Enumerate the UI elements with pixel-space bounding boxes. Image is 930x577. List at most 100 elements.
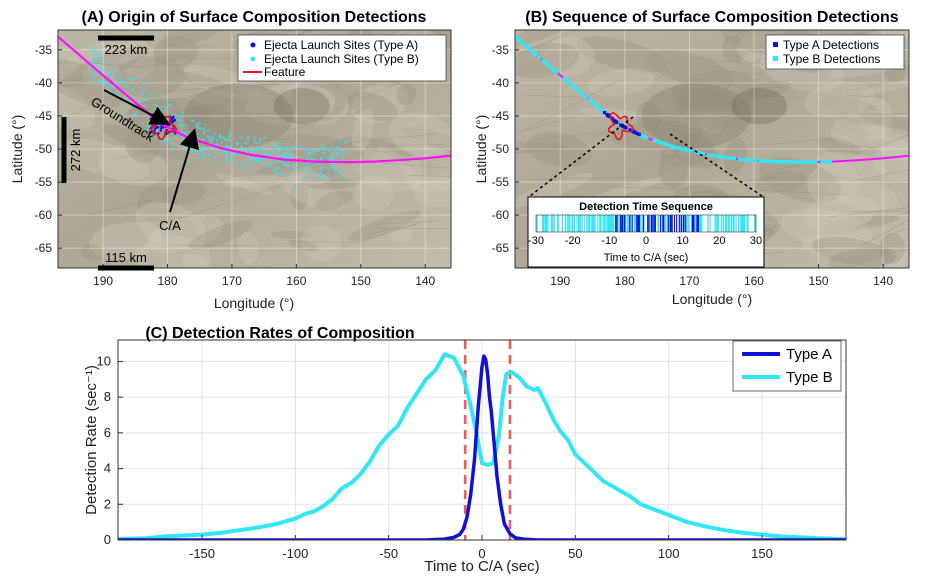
panel-a-ca-arrow (169, 128, 199, 213)
ejecta-type-b-point (292, 145, 295, 148)
terrain-patch (873, 144, 909, 182)
terrain-lineament (850, 169, 909, 183)
ejecta-type-b-point (221, 136, 225, 139)
panel-b-ylabel: Latitude (°) (473, 115, 489, 184)
terrain-patch (697, 112, 723, 135)
ejecta-type-b-point (229, 133, 232, 136)
terrain-patch (723, 138, 748, 175)
terrain-lineament (287, 240, 356, 243)
ejecta-type-b-point (122, 111, 125, 114)
ejecta-type-b-point (251, 158, 254, 161)
ejecta-type-b-point (185, 125, 188, 128)
x-tick-label: 140 (415, 274, 435, 288)
terrain-lineament (517, 78, 622, 135)
terrain-lineament (275, 30, 296, 37)
ejecta-type-b-point (118, 102, 121, 105)
ejecta-type-b-point (327, 167, 330, 170)
terrain-patch (291, 78, 347, 121)
ejecta-type-b-point (235, 148, 238, 151)
terrain-patch (804, 81, 875, 118)
ejecta-type-b-point (220, 152, 224, 155)
terrain-lineament (829, 207, 909, 218)
ejecta-type-b-point (336, 151, 339, 155)
y-tick-label: -65 (492, 241, 510, 255)
x-tick-label: -150 (189, 546, 215, 561)
terrain-patch (60, 45, 150, 88)
detection-type-b (774, 160, 778, 164)
terrain-patch (58, 59, 125, 108)
ejecta-type-b-point (232, 154, 235, 157)
ejecta-type-b-point (153, 136, 156, 139)
terrain-lineament (114, 146, 172, 160)
ejecta-type-b-point (285, 151, 288, 154)
terrain-patch (300, 224, 342, 262)
ejecta-type-b-point (218, 134, 221, 137)
ejecta-type-b-point (325, 156, 328, 159)
ejecta-type-b-point (250, 164, 253, 167)
detection-type-b (792, 160, 796, 164)
inset-time-sequence: Detection Time Sequence -30 -20 -10 0 10 20 30… (527, 196, 765, 268)
ejecta-type-b-point (204, 123, 207, 126)
ejecta-type-b-point (233, 152, 236, 155)
ejecta-type-b-point (280, 145, 283, 148)
ejecta-type-b-point (247, 138, 250, 141)
ejecta-type-b-point (180, 116, 183, 119)
terrain-patch (270, 230, 311, 239)
ejecta-type-b-point (181, 124, 184, 127)
ejecta-type-b-point (132, 88, 135, 91)
ejecta-type-b-point (323, 175, 326, 178)
terrain-lineament (340, 133, 437, 144)
y-tick-label: -65 (35, 241, 53, 255)
ejecta-type-b-point (102, 80, 105, 83)
terrain-lineament (164, 83, 279, 92)
detection-type-b (673, 145, 677, 149)
terrain-lineament (436, 141, 451, 147)
x-tick-label: 50 (568, 546, 582, 561)
ejecta-type-b-point (341, 154, 344, 157)
ejecta-type-b-point (311, 163, 314, 166)
terrain-lineament (524, 177, 641, 180)
ejecta-type-b-point (197, 148, 201, 151)
legend-type-b-marker (250, 56, 256, 62)
terrain-patch (238, 231, 259, 265)
ejecta-type-b-point (253, 136, 256, 139)
ejecta-type-b-point (173, 135, 176, 138)
panel-a-title: (A) Origin of Surface Composition Detect… (82, 9, 427, 26)
detection-type-b (739, 158, 744, 162)
y-tick-label: 4 (104, 461, 111, 476)
terrain-patch (878, 233, 906, 264)
terrain-patch (301, 168, 364, 190)
ejecta-type-b-point (241, 147, 244, 150)
terrain-patch (857, 122, 909, 156)
ejecta-type-b-point (124, 78, 127, 81)
detection-type-b (715, 154, 719, 158)
legend-type-a-marker (250, 42, 256, 48)
ejecta-type-b-point (261, 145, 265, 148)
detection-type-b (601, 109, 605, 113)
ejecta-type-b-point (275, 173, 278, 176)
inset-detection-bars (535, 214, 757, 233)
terrain-patch (576, 36, 667, 73)
ejecta-type-b-point (208, 135, 211, 138)
y-tick-label: 6 (104, 425, 111, 440)
ejecta-type-b-point (342, 175, 345, 178)
ejecta-type-b-point (98, 79, 101, 82)
ejecta-type-b-point (310, 157, 313, 161)
terrain-chaos-region (731, 88, 788, 125)
ejecta-type-b-point (339, 141, 342, 144)
x-tick-label: 160 (286, 274, 306, 288)
panel-a-ca-label: C/A (159, 218, 181, 233)
detection-type-b (732, 157, 736, 161)
x-tick-label: 150 (751, 546, 773, 561)
ejecta-type-b-point (201, 146, 205, 150)
ejecta-type-b-point (198, 122, 201, 125)
ejecta-type-b-point (99, 63, 102, 66)
legend-type-a-label: Ejecta Launch Sites (Type A) (264, 38, 418, 52)
ejecta-type-b-point (302, 147, 305, 150)
ejecta-type-b-point (147, 97, 150, 100)
ejecta-type-b-point (280, 147, 283, 150)
ejecta-type-b-point (312, 172, 315, 175)
terrain-lineament (523, 116, 576, 132)
ejecta-type-b-point (265, 164, 268, 167)
ejecta-type-b-point (213, 132, 216, 135)
